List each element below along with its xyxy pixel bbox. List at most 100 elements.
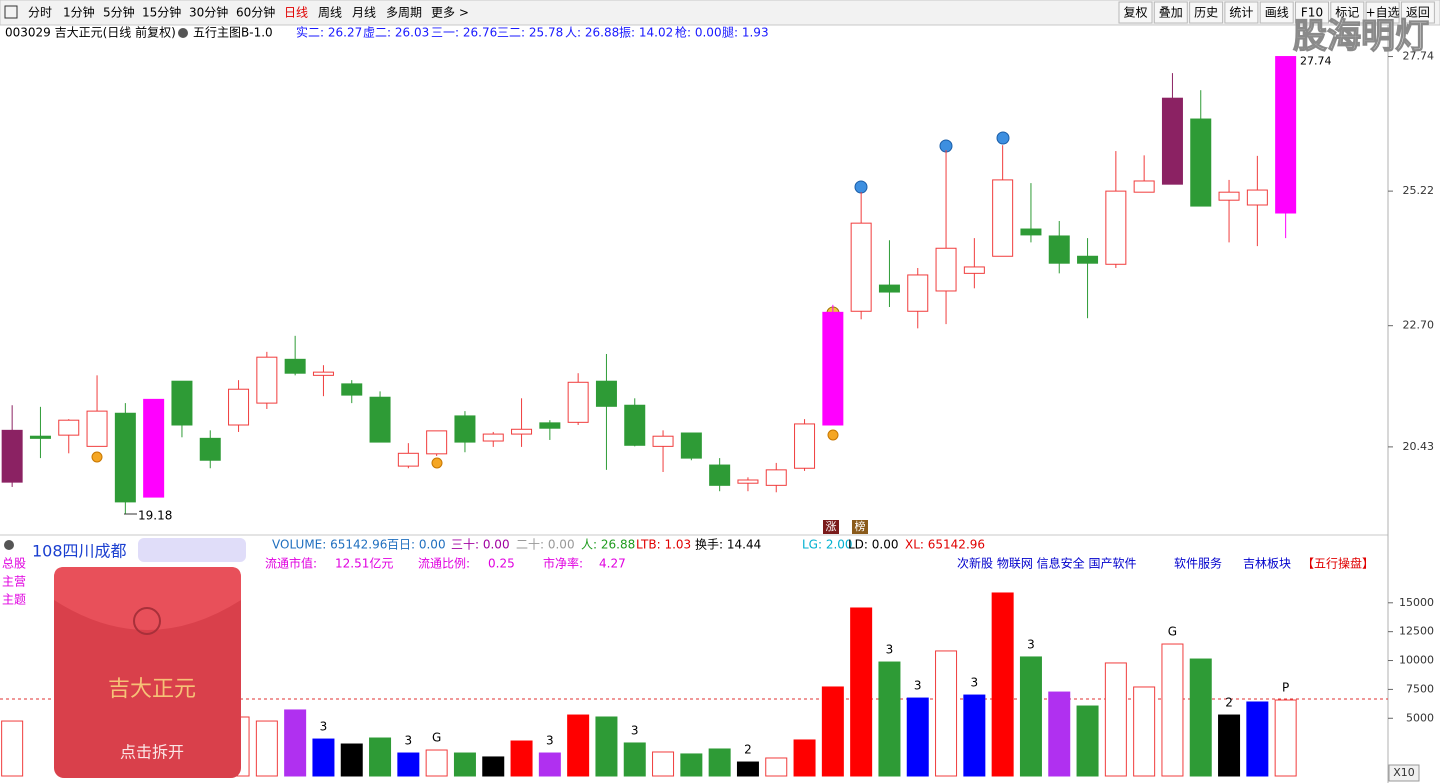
- period-tab[interactable]: 1分钟: [63, 5, 95, 20]
- period-tab[interactable]: 多周期: [386, 6, 422, 20]
- bar-label: 3: [886, 643, 894, 657]
- tool-label[interactable]: 返回: [1406, 6, 1430, 20]
- bar-label: 3: [405, 734, 413, 748]
- side-label: 总股: [2, 557, 26, 571]
- volume-bar: [425, 749, 448, 777]
- window-icon[interactable]: [4, 5, 18, 19]
- period-tab[interactable]: 更多 >: [431, 6, 469, 20]
- tool-label[interactable]: 叠加: [1159, 6, 1183, 20]
- tool-button[interactable]: [1153, 1, 1188, 24]
- volume-bar: [567, 714, 590, 777]
- tool-label[interactable]: 画线: [1265, 6, 1289, 20]
- bar-label: 3: [971, 676, 979, 690]
- candle-body: [1275, 56, 1297, 214]
- location: 108四川成都: [32, 542, 127, 561]
- packet-flap: [54, 567, 241, 630]
- signal-fruit: [827, 429, 839, 441]
- volume-bar: [906, 697, 929, 777]
- y-tick-label: 10000: [1399, 654, 1434, 667]
- tool-label[interactable]: 标记: [1335, 6, 1359, 20]
- tool-button[interactable]: [1118, 1, 1153, 24]
- volume-bar: [312, 738, 335, 777]
- volume-bar: [935, 650, 958, 777]
- candle-body: [935, 247, 957, 292]
- tool-label[interactable]: 历史: [1194, 6, 1218, 20]
- volume-bar: [736, 761, 759, 777]
- volume-field: LG: 2.00: [802, 538, 853, 552]
- y-tick-label: 27.74: [1403, 50, 1435, 63]
- candle-body: [397, 452, 419, 467]
- stock-title: 003029 吉大正元(日线 前复权): [5, 25, 176, 40]
- packet-action[interactable]: 点击拆开: [120, 743, 184, 762]
- volume-field: VOLUME: 65142.96: [272, 538, 387, 552]
- period-tab[interactable]: 60分钟: [236, 5, 275, 20]
- volume-bar: [708, 748, 731, 777]
- tool-button[interactable]: [1259, 1, 1294, 24]
- company-field: 12.51亿元: [335, 556, 393, 571]
- info-field: 三二: 25.78: [497, 26, 563, 40]
- tool-button[interactable]: [1295, 1, 1329, 24]
- indicator-name: 五行主图B-1.0: [193, 26, 273, 40]
- info-field: 振: 14.02: [619, 26, 673, 40]
- period-tab[interactable]: 15分钟: [142, 5, 181, 20]
- bar-label: P: [1282, 681, 1289, 695]
- blurred-box: [138, 538, 246, 562]
- info-field: 虚二: 26.03: [363, 26, 429, 40]
- candle-body: [794, 423, 816, 469]
- company-field: 0.25: [488, 557, 515, 571]
- zoom-box[interactable]: [1388, 764, 1420, 782]
- candle-body: [511, 428, 533, 435]
- tool-label[interactable]: F10: [1301, 6, 1323, 20]
- period-tab[interactable]: 日线: [284, 6, 308, 20]
- volume-bar: [793, 739, 816, 777]
- volume-bar: [1048, 691, 1071, 777]
- period-tab[interactable]: 5分钟: [103, 5, 135, 20]
- candle-body: [341, 383, 363, 396]
- side-label: 主题: [2, 593, 26, 607]
- bar-label: G: [432, 731, 441, 745]
- volume-bar: [765, 757, 788, 777]
- tool-button[interactable]: [1400, 1, 1435, 24]
- tool-label[interactable]: 复权: [1123, 6, 1147, 20]
- candle-body: [850, 222, 872, 312]
- bar-label: 3: [546, 734, 554, 748]
- badge-text: 榜: [855, 519, 866, 533]
- candle-body: [426, 430, 448, 455]
- period-tab[interactable]: 月线: [352, 6, 376, 20]
- volume-bar: [538, 752, 561, 777]
- company-field: 【五行操盘】: [1302, 556, 1374, 571]
- candle-body: [1246, 189, 1268, 206]
- signal-ball: [854, 180, 868, 194]
- signal-fruit: [91, 451, 103, 463]
- volume-field: LD: 0.00: [848, 538, 899, 552]
- info-field: 腿: 1.93: [722, 26, 769, 40]
- zoom-label[interactable]: X10: [1393, 766, 1415, 779]
- company-field: 流通市值:: [265, 556, 317, 571]
- info-field: 枪: 0.00: [675, 25, 722, 40]
- red-packet[interactable]: 吉大正元 点击拆开: [54, 567, 241, 778]
- watermark: 股海明灯: [1293, 17, 1429, 57]
- tool-label[interactable]: +自选: [1366, 6, 1400, 20]
- candle-body: [171, 380, 193, 426]
- candle-body: [595, 380, 617, 407]
- bar-label: 2: [1225, 696, 1233, 710]
- volume-bar: [623, 742, 646, 777]
- packet-title: 吉大正元: [108, 677, 196, 702]
- indicator-icon[interactable]: [178, 28, 188, 38]
- tool-button[interactable]: [1330, 1, 1365, 24]
- tool-label[interactable]: 统计: [1229, 6, 1253, 20]
- indicator-icon[interactable]: [4, 540, 14, 550]
- period-tab[interactable]: 分时: [28, 6, 52, 20]
- period-tab[interactable]: 30分钟: [189, 5, 228, 20]
- candle-body: [369, 396, 391, 443]
- tool-button[interactable]: [1365, 1, 1400, 24]
- bar-label: 3: [1027, 637, 1035, 651]
- candle-body: [114, 412, 136, 503]
- candle-body: [1105, 190, 1127, 265]
- volume-bar: [482, 756, 505, 777]
- bar-label: 3: [914, 679, 922, 693]
- tool-button[interactable]: [1224, 1, 1259, 24]
- period-tab[interactable]: 周线: [318, 6, 342, 20]
- candle-body: [1218, 191, 1240, 201]
- tool-button[interactable]: [1189, 1, 1224, 24]
